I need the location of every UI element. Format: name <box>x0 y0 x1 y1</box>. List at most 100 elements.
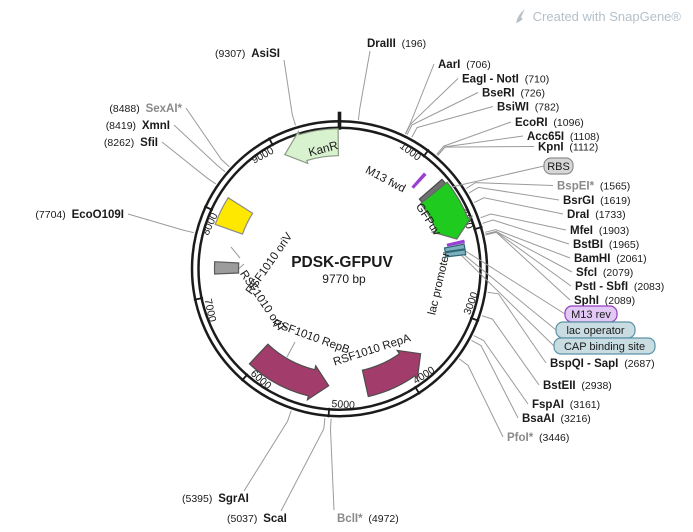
site-callout-line <box>485 231 571 301</box>
site-callout-line <box>473 197 564 215</box>
site-callout-line <box>468 186 560 201</box>
site-callout-line <box>471 339 519 419</box>
badge-callout-line <box>455 244 566 315</box>
site-label-bcli-: BclI* (4972) <box>337 513 399 525</box>
site-callout-line <box>482 219 570 245</box>
site-label-bamhi: BamHI (2061) <box>574 253 647 265</box>
feature-label-rsf1010-oriv: RSF1010 oriV <box>244 231 295 297</box>
feature-label-lac-promoter: lac promoter <box>426 251 452 316</box>
site-callout-line <box>437 135 524 156</box>
tick-label: 3000 <box>461 290 480 316</box>
site-callout-line <box>173 124 226 173</box>
site-callout-line <box>185 107 230 168</box>
site-label-mfei: MfeI (1903) <box>570 225 629 237</box>
site-callout-line <box>329 418 335 511</box>
site-callout-line <box>283 59 296 126</box>
site-callout-line <box>357 50 371 120</box>
feature-repb <box>248 343 330 402</box>
site-label-fspai: FspAI (3161) <box>532 399 600 411</box>
site-callout-line <box>436 121 512 155</box>
site-label-bspqi-sapi: BspQI - SapI (2687) <box>550 358 655 370</box>
site-callout-line <box>458 358 504 438</box>
feature-orit <box>213 261 240 275</box>
feature-m13-fwd <box>411 172 427 189</box>
site-label-psti-sbfi: PstI - SbfI (2083) <box>575 281 664 293</box>
site-callout-line <box>127 213 195 234</box>
site-callout-line <box>411 106 494 138</box>
site-label-kpni: KpnI (1112) <box>538 142 598 154</box>
site-callout-line <box>161 141 217 185</box>
tick-label: 5000 <box>331 398 355 412</box>
site-label-bseri: BseRI (726) <box>482 88 545 100</box>
site-label-ecoo109i: (7704) EcoO109I <box>35 209 124 221</box>
tick-mark <box>327 407 331 418</box>
badge-label-m13-rev: M13 rev <box>571 309 611 321</box>
site-label-bsaai: BsaAI (3216) <box>522 413 591 425</box>
label-connector-line <box>286 341 296 358</box>
tick-mark <box>203 205 214 212</box>
site-label-bstbi: BstBI (1965) <box>573 239 639 251</box>
tick-mark <box>193 296 204 301</box>
site-label-pfoi-: PfoI* (3446) <box>507 432 569 444</box>
site-label-asisi: (9307) AsiSI <box>215 48 280 60</box>
tick-mark <box>469 316 480 322</box>
feature-repa <box>361 349 422 398</box>
feature-gfpuv <box>419 181 474 240</box>
site-callout-line <box>481 315 540 386</box>
badge-callout-line <box>456 248 557 331</box>
tick-label: 7000 <box>202 298 219 324</box>
watermark-text: Created with SnapGene® <box>532 8 681 24</box>
feature-kanr <box>283 128 340 165</box>
badge-cap-binding-site <box>553 337 656 355</box>
site-label-sexai-: (8488) SexAI* <box>109 103 182 115</box>
site-label-sgrai: (5395) SgrAI <box>182 493 249 505</box>
site-label-aari: AarI (706) <box>438 59 491 71</box>
site-callout-line <box>480 213 567 231</box>
feature-m13-rev <box>446 239 465 247</box>
label-connector-line <box>230 246 241 259</box>
site-label-bspei-: BspEI* (1565) <box>557 181 630 193</box>
tick-mark <box>413 385 421 395</box>
badge-label-cap-binding-site: CAP binding site <box>564 341 645 353</box>
snapgene-logo-icon <box>515 9 525 23</box>
site-callout-line <box>280 417 326 512</box>
site-label-sfii: (8262) SfiI <box>104 137 158 149</box>
plasmid-title: PDSK-GFPUV <box>291 254 393 271</box>
badge-label-lac-operator: lac operator <box>566 325 624 337</box>
site-label-sfci: SfcI (2079) <box>576 267 633 279</box>
site-label-xmni: (8419) XmnI <box>106 120 170 132</box>
site-callout-line <box>404 63 435 135</box>
site-callout-line <box>484 229 571 259</box>
site-label-bsteii: BstEII (2938) <box>543 380 612 392</box>
site-callout-line <box>437 146 535 156</box>
feature-lac-operator <box>443 243 466 253</box>
feature-oriv <box>214 196 254 235</box>
plasmid-size: 9770 bp <box>322 272 366 286</box>
site-callout-line <box>485 231 572 287</box>
site-callout-line <box>405 78 459 135</box>
site-callout-line <box>406 92 479 136</box>
badge-rbs <box>543 157 574 175</box>
site-callout-line <box>485 230 573 273</box>
tick-mark <box>422 148 430 158</box>
tick-mark <box>473 226 483 231</box>
snapgene-watermark: Created with SnapGene® <box>514 8 681 24</box>
badge-callout-line <box>458 252 555 347</box>
tick-mark <box>240 373 249 382</box>
site-label-scai: (5037) ScaI <box>227 513 287 525</box>
map-layers: 100020003000400050006000700080009000KanR… <box>35 38 664 525</box>
site-label-acc65i: Acc65I (1108) <box>527 131 600 143</box>
tick-mark <box>267 137 275 147</box>
site-callout-line <box>465 182 554 189</box>
site-label-eagi-noti: EagI - NotI (710) <box>462 74 549 86</box>
feature-label-m13-fwd: M13 fwd <box>363 164 407 195</box>
badge-label-rbs: RBS <box>547 161 570 173</box>
site-callout-line <box>473 335 529 405</box>
site-label-bsrgi: BsrGI (1619) <box>563 195 631 207</box>
badge-callout-line <box>433 165 545 192</box>
site-label-drai: DraI (1733) <box>567 209 626 221</box>
site-label-draiii: DraIII (196) <box>367 38 426 50</box>
site-label-bsiwi: BsiWI (782) <box>497 102 559 114</box>
